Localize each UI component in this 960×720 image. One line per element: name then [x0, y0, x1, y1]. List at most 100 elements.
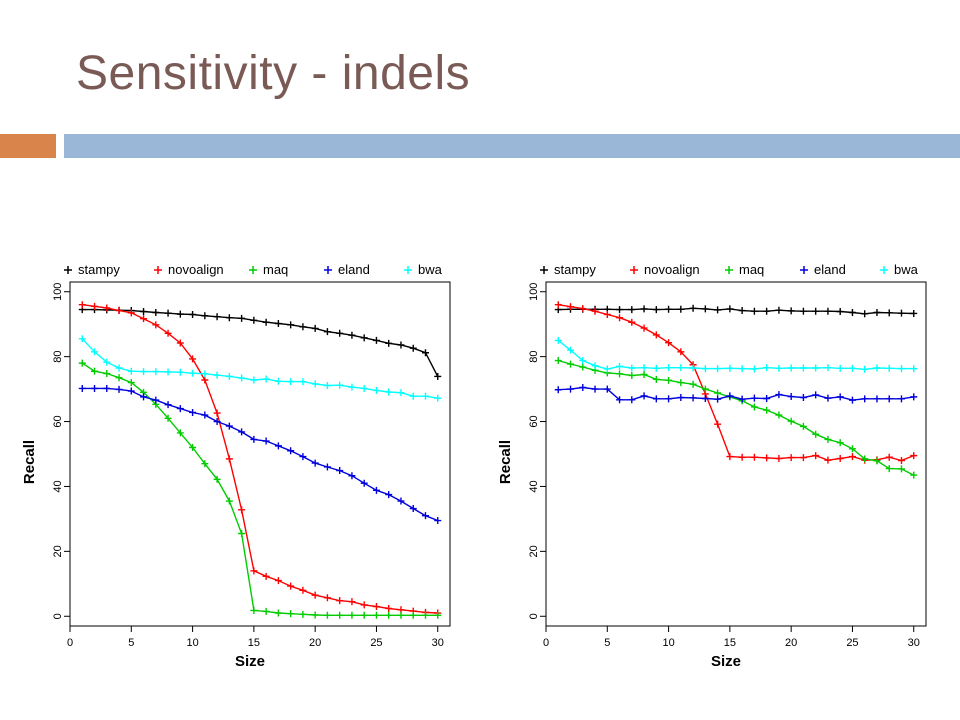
- data-point-novoalign: [910, 452, 918, 460]
- data-point-stampy: [409, 344, 417, 352]
- data-point-novoalign: [836, 455, 844, 463]
- data-point-bwa: [213, 371, 221, 379]
- data-point-stampy: [397, 341, 405, 349]
- data-point-bwa: [434, 394, 442, 402]
- x-tick-label: 5: [604, 637, 610, 649]
- y-tick-label: 40: [52, 480, 64, 492]
- data-point-eland: [336, 467, 344, 475]
- x-tick-label: 30: [432, 637, 444, 649]
- data-point-novoalign: [385, 604, 393, 612]
- accent-bar-right: [64, 134, 960, 158]
- data-point-bwa: [787, 364, 795, 372]
- x-axis-label: Size: [235, 653, 265, 670]
- data-point-eland: [348, 472, 356, 480]
- data-point-stampy: [750, 307, 758, 315]
- data-point-bwa: [189, 369, 197, 377]
- x-tick-label: 30: [908, 637, 920, 649]
- data-point-bwa: [799, 364, 807, 372]
- data-point-bwa: [238, 374, 246, 382]
- data-point-novoalign: [591, 307, 599, 315]
- data-point-maq: [409, 611, 417, 619]
- x-tick-label: 25: [370, 637, 382, 649]
- data-point-bwa: [861, 365, 869, 373]
- data-point-maq: [225, 497, 233, 505]
- data-point-eland: [665, 395, 673, 403]
- x-tick-label: 10: [662, 637, 674, 649]
- data-point-stampy: [738, 307, 746, 315]
- data-point-eland: [238, 428, 246, 436]
- data-point-stampy: [274, 320, 282, 328]
- data-point-eland: [189, 408, 197, 416]
- data-point-eland: [140, 393, 148, 401]
- data-point-novoalign: [640, 324, 648, 332]
- data-point-stampy: [616, 306, 624, 314]
- data-point-eland: [603, 385, 611, 393]
- data-point-maq: [238, 530, 246, 538]
- data-point-novoalign: [140, 315, 148, 323]
- y-tick-label: 0: [528, 613, 540, 619]
- slide-title: Sensitivity - indels: [76, 47, 471, 100]
- data-point-stampy: [897, 309, 905, 317]
- legend-label-stampy: stampy: [78, 262, 120, 277]
- data-point-novoalign: [787, 454, 795, 462]
- y-tick-label: 20: [52, 545, 64, 557]
- data-point-bwa: [385, 388, 393, 396]
- series-line-stampy: [82, 308, 439, 377]
- data-point-novoalign: [799, 454, 807, 462]
- data-point-stampy: [910, 309, 918, 317]
- data-point-eland: [775, 391, 783, 399]
- data-point-maq: [176, 429, 184, 437]
- data-point-maq: [421, 611, 429, 619]
- data-point-bwa: [812, 364, 820, 372]
- data-point-maq: [567, 360, 575, 368]
- data-point-maq: [824, 435, 832, 443]
- data-point-stampy: [775, 306, 783, 314]
- legend-marker-stampy: [64, 266, 72, 274]
- data-point-maq: [799, 422, 807, 430]
- data-point-eland: [311, 459, 319, 467]
- y-tick-label: 20: [528, 545, 540, 557]
- data-point-eland: [225, 422, 233, 430]
- data-point-stampy: [360, 334, 368, 342]
- data-point-bwa: [360, 384, 368, 392]
- data-point-bwa: [164, 368, 172, 376]
- data-point-novoalign: [91, 302, 99, 310]
- legend-label-bwa: bwa: [418, 262, 443, 277]
- data-point-eland: [103, 384, 111, 392]
- data-point-novoalign: [652, 331, 660, 339]
- data-point-bwa: [262, 375, 270, 383]
- data-point-stampy: [434, 372, 442, 380]
- data-point-maq: [554, 357, 562, 365]
- data-point-maq: [579, 363, 587, 371]
- data-point-maq: [897, 465, 905, 473]
- data-point-maq: [348, 611, 356, 619]
- data-point-bwa: [738, 365, 746, 373]
- data-point-bwa: [873, 364, 881, 372]
- legend-label-eland: eland: [814, 262, 846, 277]
- data-point-novoalign: [775, 455, 783, 463]
- data-point-bwa: [567, 346, 575, 354]
- data-point-bwa: [714, 365, 722, 373]
- data-point-stampy: [201, 312, 209, 320]
- data-point-eland: [152, 396, 160, 404]
- data-point-stampy: [372, 336, 380, 344]
- data-point-stampy: [763, 307, 771, 315]
- data-point-stampy: [824, 307, 832, 315]
- data-point-bwa: [397, 389, 405, 397]
- x-tick-label: 25: [846, 637, 858, 649]
- data-point-eland: [836, 393, 844, 401]
- data-point-maq: [201, 460, 209, 468]
- data-point-bwa: [115, 364, 123, 372]
- data-point-eland: [640, 392, 648, 400]
- y-axis-label: Recall: [497, 440, 514, 484]
- data-point-maq: [336, 611, 344, 619]
- legend-label-novoalign: novoalign: [168, 262, 224, 277]
- data-point-eland: [299, 453, 307, 461]
- data-point-bwa: [140, 368, 148, 376]
- data-point-novoalign: [115, 307, 123, 315]
- data-point-eland: [91, 384, 99, 392]
- data-point-eland: [885, 395, 893, 403]
- data-point-maq: [775, 411, 783, 419]
- data-point-eland: [213, 418, 221, 426]
- data-point-eland: [591, 385, 599, 393]
